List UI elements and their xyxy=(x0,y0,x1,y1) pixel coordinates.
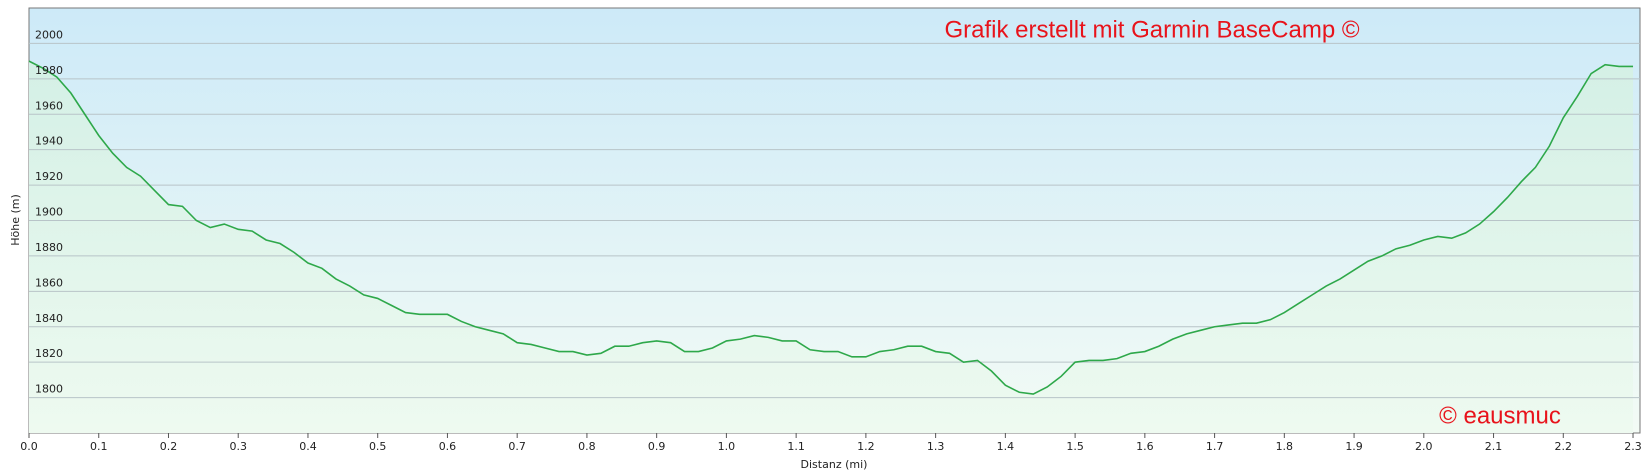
x-tick-label: 0.8 xyxy=(578,440,596,453)
x-tick-label: 1.1 xyxy=(787,440,805,453)
x-tick-label: 2.3 xyxy=(1624,440,1642,453)
x-tick-label: 0.2 xyxy=(160,440,178,453)
x-tick-label: 2.0 xyxy=(1415,440,1433,453)
y-tick-label: 1980 xyxy=(35,64,63,77)
y-tick-label: 1900 xyxy=(35,206,63,219)
y-tick-label: 1800 xyxy=(35,383,63,396)
y-axis-label: Höhe (m) xyxy=(9,194,22,246)
y-tick-label: 1860 xyxy=(35,276,63,289)
x-tick-label: 1.2 xyxy=(857,440,875,453)
plot-layer xyxy=(28,42,1640,433)
x-tick-label: 1.9 xyxy=(1345,440,1363,453)
x-tick-label: 1.0 xyxy=(718,440,736,453)
x-tick-label: 0.1 xyxy=(90,440,108,453)
x-tick-label: 0.6 xyxy=(439,440,457,453)
y-tick-label: 1820 xyxy=(35,347,63,360)
y-tick-label: 1920 xyxy=(35,170,63,183)
annotation: Grafik erstellt mit Garmin BaseCamp © xyxy=(944,16,1359,43)
x-tick-label: 1.5 xyxy=(1066,440,1084,453)
elevation-line xyxy=(28,60,1634,395)
x-tick-label: 0.7 xyxy=(508,440,526,453)
x-tick-label: 0.5 xyxy=(369,440,387,453)
y-tick-label: 1840 xyxy=(35,312,63,325)
x-tick-label: 1.6 xyxy=(1136,440,1154,453)
y-tick-label: 2000 xyxy=(35,28,63,41)
x-axis-label: Distanz (mi) xyxy=(801,458,868,471)
x-tick-label: 0.0 xyxy=(20,440,38,453)
x-tick-label: 2.2 xyxy=(1555,440,1573,453)
y-tick-label: 1880 xyxy=(35,241,63,254)
x-tick-label: 1.4 xyxy=(997,440,1015,453)
x-tick-label: 1.8 xyxy=(1276,440,1294,453)
area-fill xyxy=(29,61,1634,433)
y-tick-label: 1940 xyxy=(35,135,63,148)
annotation: © eausmuc xyxy=(1439,402,1561,429)
x-tick-label: 0.9 xyxy=(648,440,666,453)
x-tick-label: 0.4 xyxy=(299,440,317,453)
x-tick-label: 1.3 xyxy=(927,440,945,453)
x-tick-label: 2.1 xyxy=(1485,440,1503,453)
y-tick-label: 1960 xyxy=(35,99,63,112)
x-tick-label: 1.7 xyxy=(1206,440,1224,453)
x-tick-label: 0.3 xyxy=(229,440,247,453)
